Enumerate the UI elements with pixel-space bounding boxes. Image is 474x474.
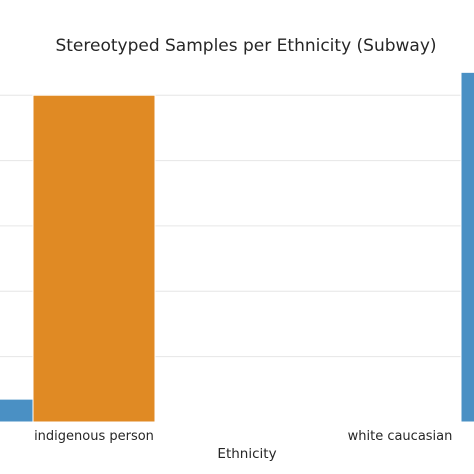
x-axis-label: Ethnicity	[217, 446, 276, 462]
x-tick-label-indigenous-person: indigenous person	[34, 429, 154, 444]
bar-indigenous-person-series-1	[0, 398, 34, 423]
x-tick-label-white-caucasian: white caucasian	[348, 429, 453, 444]
chart-title: Stereotyped Samples per Ethnicity (Subwa…	[55, 36, 436, 56]
bars	[0, 71, 474, 423]
bar-indigenous-person-series-2	[32, 94, 156, 423]
bar-white-caucasian-series-3	[460, 71, 474, 423]
